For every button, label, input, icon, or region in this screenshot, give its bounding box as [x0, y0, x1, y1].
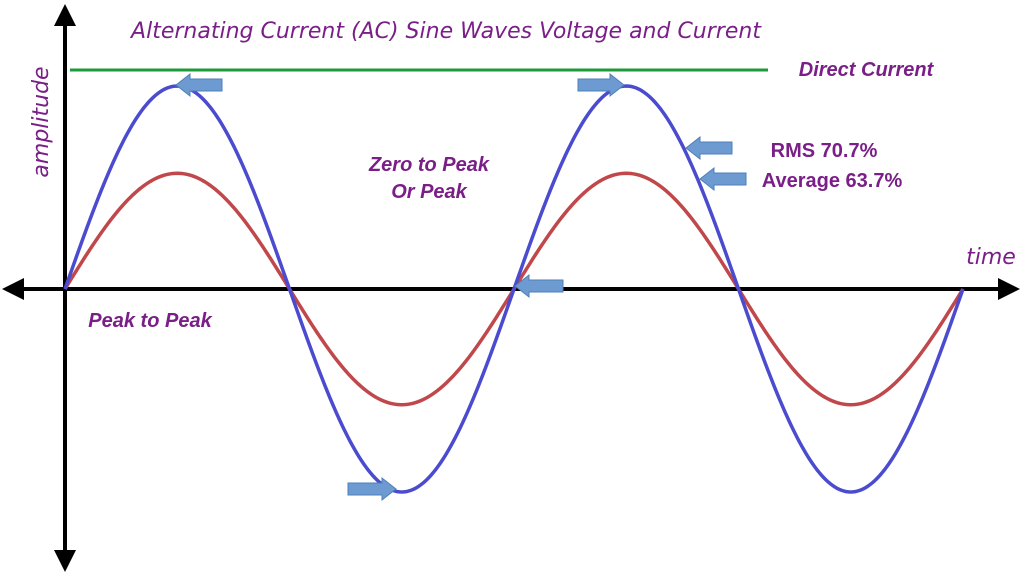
left-arrow-icon [514, 273, 564, 299]
diagram-title: Alternating Current (AC) Sine Waves Volt… [129, 19, 762, 44]
right-arrow-icon [347, 476, 397, 502]
rms-label: RMS 70.7% [771, 140, 878, 162]
left-arrow-icon [175, 72, 223, 98]
or-peak-label: Or Peak [391, 181, 467, 203]
y-axis-down-arrow-icon [54, 550, 76, 572]
x-axis-left-arrow-icon [2, 278, 24, 300]
peak-sine-wave [63, 84, 965, 494]
y-axis-label: amplitude [29, 66, 54, 177]
left-arrow-icon [699, 166, 747, 192]
x-axis-label: time [966, 245, 1016, 270]
average-label: Average 63.7% [762, 170, 903, 192]
marker-arrows [175, 72, 747, 502]
peak-to-peak-label: Peak to Peak [88, 310, 212, 332]
zero-to-peak-label: Zero to Peak [368, 154, 490, 176]
direct-current-label: Direct Current [799, 59, 935, 81]
x-axis-right-arrow-icon [998, 278, 1020, 300]
y-axis-up-arrow-icon [54, 4, 76, 26]
axes [2, 4, 1020, 572]
right-arrow-icon [577, 72, 625, 98]
left-arrow-icon [685, 135, 733, 161]
